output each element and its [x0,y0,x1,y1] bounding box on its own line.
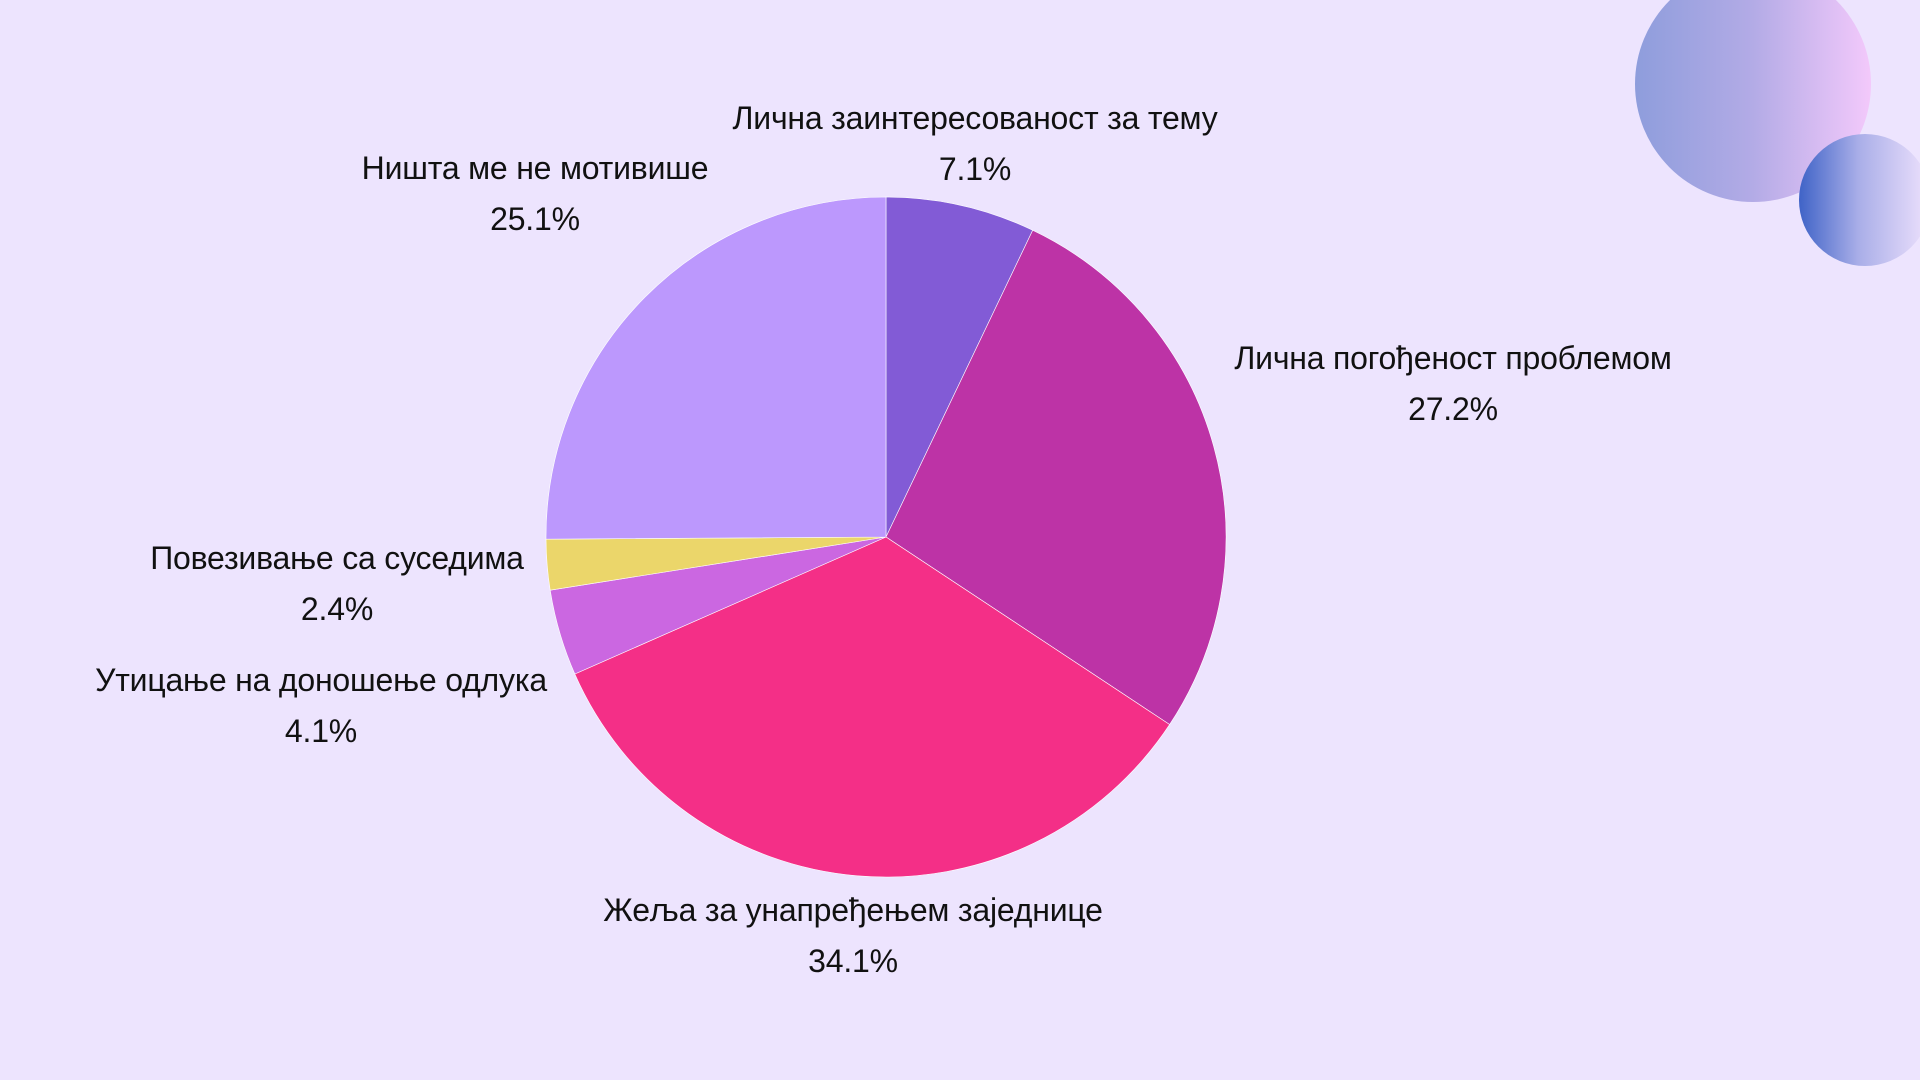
slice-label-neighbors: Повезивање са суседима 2.4% [150,533,524,635]
slice-label-name: Жеља за унапређењем заједнице [603,892,1103,928]
slice-label-personally-affected: Лична погођеност проблемом 27.2% [1234,333,1671,435]
slice-label-name: Утицање на доношење одлука [95,662,547,698]
slice-label-value: 7.1% [938,151,1012,187]
slice-label-name: Лична заинтересованост за тему [732,100,1218,136]
slice-label-nothing-motivates: Ништа ме не мотивише 25.1% [362,143,709,245]
slice-label-name: Повезивање са суседима [150,540,524,576]
pie-slice-5 [545,196,887,540]
slice-label-name: Лична погођеност проблемом [1234,340,1672,376]
pie-slice-2 [574,536,1171,878]
slice-label-name: Ништа ме не мотивише [361,150,709,186]
slice-label-value: 34.1% [808,943,898,979]
slice-label-community-improvement: Жеља за унапређењем заједнице 34.1% [603,885,1103,987]
slice-label-value: 27.2% [1408,391,1498,427]
slice-label-value: 4.1% [284,713,358,749]
slice-label-personal-interest: Лична заинтересованост за тему 7.1% [732,93,1217,195]
pie-slice-1 [885,229,1227,725]
decorative-gradient-circle-small [1799,134,1920,266]
slice-label-value: 2.4% [300,591,374,627]
slice-label-decision-influence: Утицање на доношење одлука 4.1% [95,655,547,757]
slice-label-value: 25.1% [490,201,580,237]
pie-slice-0 [885,196,1034,538]
